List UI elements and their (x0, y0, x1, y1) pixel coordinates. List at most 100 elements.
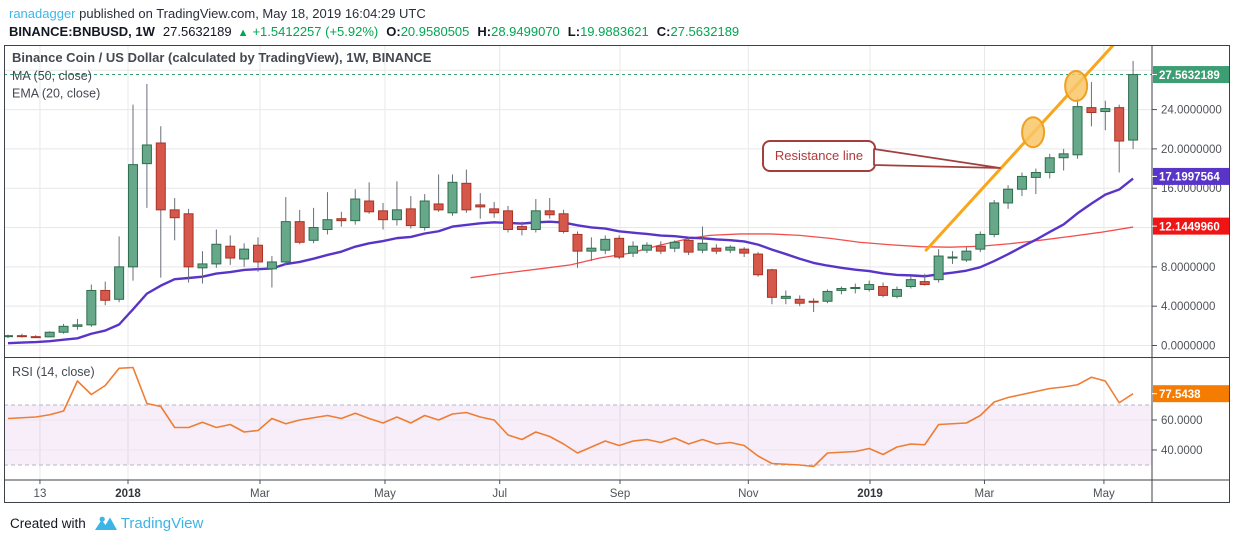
candle-body (766, 269, 777, 298)
candle-body (308, 227, 319, 241)
time-axis-label: Jul (492, 488, 507, 500)
candle-body (711, 247, 722, 252)
candle-body (1072, 106, 1083, 156)
candle-body (669, 241, 680, 249)
candle-body (933, 255, 944, 281)
candle-body (211, 243, 222, 265)
candle-body (322, 219, 333, 231)
candle-body (961, 250, 972, 261)
ema20-line (7, 177, 1134, 345)
resistance-trendline[interactable] (924, 45, 1116, 252)
price-axis-label: 4.0000000 (1161, 301, 1215, 313)
time-axis-label: Mar (975, 488, 995, 500)
candle-body (975, 233, 986, 250)
candle-body (461, 182, 472, 211)
candle-body (725, 246, 736, 251)
badge-value: 27.5632189 (1159, 70, 1220, 82)
rsi-line (7, 366, 1134, 468)
candle-body (655, 245, 666, 252)
candle-body (683, 239, 694, 253)
time-axis-label: 2019 (857, 488, 883, 500)
open-label: O: (386, 24, 401, 39)
time-axis-label: 2018 (115, 488, 141, 500)
candle-body (1058, 153, 1069, 159)
price-pane: Resistance line (4, 45, 1152, 345)
time-axis-label: May (374, 488, 396, 500)
time-axis-label: Nov (738, 488, 759, 500)
candle-body (864, 284, 875, 290)
high-value: 28.9499070 (491, 24, 560, 39)
candle-body (586, 247, 597, 252)
candle-body (239, 248, 250, 260)
trendline-ellipse-marker[interactable] (1021, 116, 1046, 149)
footer-credit: Created with TradingView (10, 511, 203, 535)
candle-body (197, 263, 208, 269)
tradingview-brand-link[interactable]: TradingView (120, 514, 204, 532)
candle-body (336, 218, 347, 222)
trendline-ellipse-marker[interactable] (1064, 69, 1089, 102)
time-axis-label: Mar (250, 488, 270, 500)
candle-body (1114, 107, 1125, 142)
candle-body (641, 244, 652, 251)
candle-body (600, 238, 611, 251)
candle-body (558, 213, 569, 232)
candle-body (808, 300, 819, 303)
symbol-name: BINANCE:BNBUSD, 1W (9, 24, 155, 39)
tradingview-logo-icon[interactable] (94, 514, 118, 532)
candle-body (919, 281, 930, 286)
candle-body (30, 336, 41, 339)
publish-byline: ranadagger published on TradingView.com,… (9, 6, 426, 21)
chart-title: Binance Coin / US Dollar (calculated by … (12, 50, 432, 65)
author-link[interactable]: ranadagger (9, 6, 76, 21)
candle-body (697, 242, 708, 251)
candle-body (1003, 188, 1014, 204)
low-value: 19.9883621 (580, 24, 649, 39)
badge-value: 17.1997564 (1159, 172, 1220, 184)
legend: Binance Coin / US Dollar (calculated by … (12, 50, 432, 101)
candle-body (989, 202, 1000, 235)
candles-layer (4, 60, 1139, 339)
ma-legend-label: MA (50, close) (12, 69, 92, 83)
candle-body (1086, 107, 1097, 114)
callout-tail (873, 148, 1001, 169)
resistance-callout[interactable]: Resistance line (762, 140, 1001, 172)
candle-body (475, 204, 486, 208)
badge-background (1153, 66, 1229, 84)
chart-frame (4, 45, 1230, 503)
candle-body (72, 324, 83, 327)
candle-body (378, 210, 389, 221)
candle-body (155, 142, 166, 211)
candle-body (4, 335, 13, 338)
price-axis-label: 20.0000000 (1161, 144, 1222, 156)
candle-body (183, 213, 194, 268)
badge-background (1153, 217, 1229, 235)
candle-body (225, 245, 236, 259)
open-value: 20.9580505 (400, 24, 470, 39)
candle-body (100, 289, 111, 301)
candle-body (1016, 175, 1027, 190)
badge-value: 12.1449960 (1159, 221, 1220, 233)
candle-body (419, 200, 430, 229)
candle-body (405, 208, 416, 227)
callout-bubble-inner (766, 144, 872, 168)
price-axis-label: 16.0000000 (1161, 183, 1222, 195)
candle-body (836, 287, 847, 291)
symbol-status-line: BINANCE:BNBUSD, 1W 27.5632189 ▲ +1.5412257 … (9, 24, 739, 39)
price-chart: Resistance line Binance Coin / US Dollar … (4, 45, 1230, 503)
candle-body (266, 261, 277, 270)
rsi-legend-label: RSI (14, close) (12, 365, 95, 379)
candle-body (391, 209, 402, 221)
candle-body (753, 253, 764, 276)
price-axis[interactable]: 24.0000000 20.0000000 16.0000000 8.0000000 4… (1152, 66, 1229, 457)
candle-body (628, 245, 639, 254)
candle-body (544, 210, 555, 216)
candle-body (169, 209, 180, 219)
candle-body (739, 248, 750, 254)
close-label: C: (656, 24, 671, 39)
candle-body (780, 295, 791, 299)
candle-body (141, 144, 152, 165)
price-axis-label: 24.0000000 (1161, 105, 1222, 117)
candle-body (905, 279, 916, 288)
time-axis[interactable]: 13 2018 Mar May Jul Sep Nov 2019 Mar May (34, 480, 1115, 500)
